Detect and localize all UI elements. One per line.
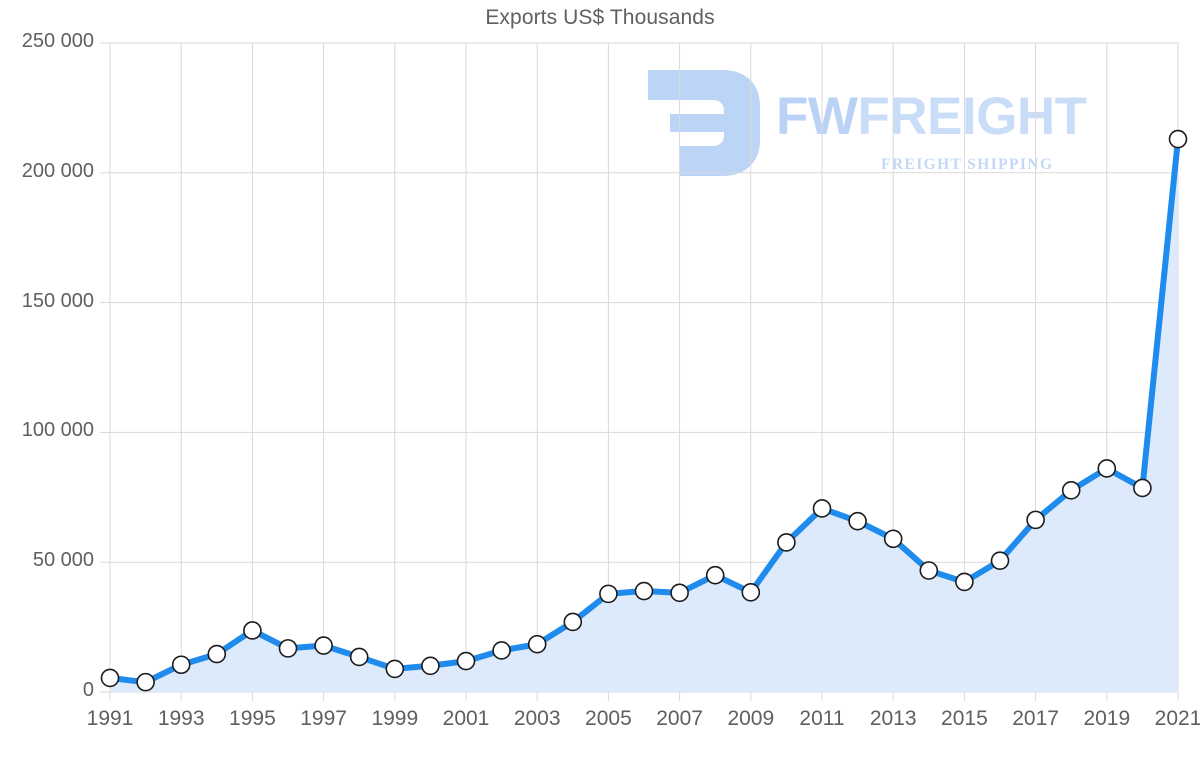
data-point-marker[interactable] [990,551,1010,570]
data-point-marker[interactable] [848,511,867,531]
data-point-marker[interactable] [492,641,511,660]
data-point-marker[interactable] [563,612,583,632]
x-axis-tick-label: 1991 [86,707,134,730]
data-point-marker[interactable] [171,655,191,675]
x-axis-tick-label: 2003 [513,707,561,730]
data-point-marker[interactable] [456,651,476,671]
x-axis-tick-label: 2011 [799,707,845,730]
x-axis-tick-label: 2015 [941,707,988,730]
data-point-marker[interactable] [599,584,618,604]
x-axis-tick-label: 1999 [371,707,419,730]
chart-title: Exports US$ Thousands [485,6,715,29]
data-point-marker[interactable] [1168,129,1188,149]
x-axis-tick-label: 2005 [585,707,632,730]
data-point-marker[interactable] [919,561,939,580]
data-point-marker[interactable] [1026,510,1045,530]
data-point-marker[interactable] [278,639,298,658]
y-axis-tick-label: 100 000 [21,419,94,442]
data-point-marker[interactable] [421,656,440,676]
y-axis-tick-label: 50 000 [32,549,94,572]
y-axis-tick-label: 150 000 [21,289,94,312]
data-point-marker[interactable] [136,672,155,692]
data-point-marker[interactable] [955,572,974,592]
x-axis-tick-label: 1997 [300,707,347,730]
y-axis-tick-label: 0 [82,679,94,701]
x-axis-tick-label: 2013 [869,707,917,730]
x-axis-tick-label: 1995 [229,707,276,730]
data-point-marker[interactable] [243,621,262,640]
data-point-marker[interactable] [1097,459,1117,478]
data-point-marker[interactable] [777,533,796,552]
series-area-fill [110,139,1178,692]
data-point-marker[interactable] [1061,480,1081,500]
x-axis-tick-label: 1993 [157,707,205,730]
x-axis-tick-label: 2017 [1012,707,1059,730]
x-axis-tick-label: 2021 [1154,707,1200,730]
x-axis-tick-label: 2009 [727,707,775,730]
x-axis-tick-label: 2007 [656,707,703,730]
data-point-marker[interactable] [670,583,689,603]
data-point-marker[interactable] [349,647,369,667]
data-point-marker[interactable] [812,499,832,518]
x-axis-tick-label: 2001 [442,707,490,730]
x-axis-tick-label: 2019 [1083,707,1131,730]
data-point-marker[interactable] [705,565,725,585]
data-point-marker[interactable] [100,668,120,688]
data-point-marker[interactable] [883,529,903,549]
data-point-marker[interactable] [527,634,547,654]
data-point-marker[interactable] [207,644,227,664]
y-axis-tick-label: 200 000 [21,159,94,182]
y-axis-tick-label: 250 000 [21,30,94,52]
data-point-marker[interactable] [314,636,333,655]
data-point-marker[interactable] [634,581,654,601]
data-point-marker[interactable] [1133,478,1152,498]
data-point-marker[interactable] [741,583,761,602]
data-point-marker[interactable] [385,659,405,679]
